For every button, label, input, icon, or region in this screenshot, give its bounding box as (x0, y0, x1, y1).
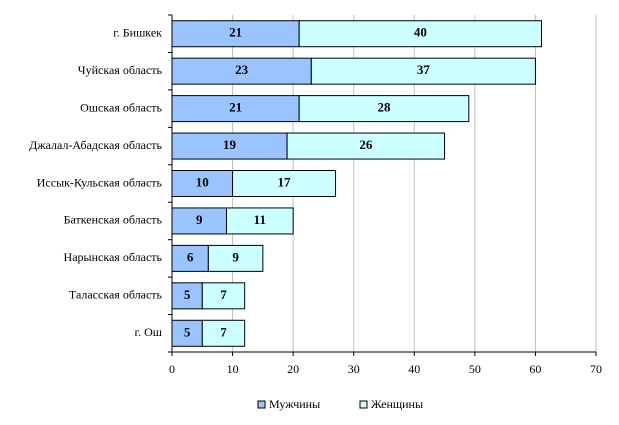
x-tick-label: 40 (408, 362, 420, 376)
bar-segment (201, 282, 246, 310)
legend-label: Мужчины (269, 397, 320, 411)
data-label: 9 (232, 249, 239, 264)
x-tick-label: 0 (169, 362, 175, 376)
x-tick-label: 30 (348, 362, 360, 376)
y-tick-label: Иссык-Кульская область (37, 175, 163, 189)
data-label: 5 (184, 324, 191, 339)
bar-segment (171, 207, 228, 235)
legend-swatch (359, 400, 368, 409)
data-label: 6 (187, 249, 194, 264)
bar-segment (171, 95, 300, 123)
data-label: 9 (196, 212, 203, 227)
data-label: 23 (235, 62, 249, 77)
data-label: 11 (254, 212, 266, 227)
data-label: 40 (414, 25, 427, 40)
data-label: 21 (229, 25, 242, 40)
bar-segment (226, 207, 294, 235)
data-label: 37 (417, 62, 431, 77)
y-tick-label: Ошская область (80, 100, 162, 114)
y-tick-label: Нарынская область (64, 250, 163, 264)
data-label: 17 (278, 174, 292, 189)
bar-segment (171, 57, 312, 85)
x-tick-label: 20 (287, 362, 299, 376)
bar-segment (171, 20, 300, 48)
y-tick-label: г. Ош (135, 325, 163, 339)
bar-segment (171, 319, 203, 347)
bar-segment (207, 244, 264, 272)
legend-swatch (257, 400, 266, 409)
x-tick-label: 50 (469, 362, 481, 376)
bar-segment (171, 132, 288, 160)
bar-segment (201, 319, 246, 347)
data-label: 7 (220, 324, 227, 339)
y-tick-label: Джалал-Абадская область (29, 138, 162, 152)
bar-segment (232, 170, 337, 197)
data-label: 28 (378, 100, 392, 115)
y-tick-label: Таласская область (69, 288, 163, 302)
data-label: 19 (223, 137, 237, 152)
bar-segment (298, 95, 470, 123)
y-tick-label: Чуйская область (78, 63, 163, 77)
bar-segment (286, 132, 446, 160)
bar-segment (310, 57, 536, 85)
legend-label: Женщины (371, 397, 423, 411)
x-tick-label: 60 (529, 362, 541, 376)
bar-segment (171, 282, 203, 310)
y-tick-label: г. Бишкек (113, 25, 162, 39)
x-tick-label: 10 (227, 362, 239, 376)
data-label: 5 (184, 287, 191, 302)
data-label: 10 (196, 174, 209, 189)
bar-segment (298, 20, 542, 48)
bar-segment (171, 244, 209, 272)
data-label: 21 (229, 100, 242, 115)
y-tick-label: Баткенская область (64, 213, 163, 227)
data-label: 26 (359, 137, 373, 152)
x-tick-label: 70 (590, 362, 602, 376)
data-label: 7 (220, 287, 227, 302)
